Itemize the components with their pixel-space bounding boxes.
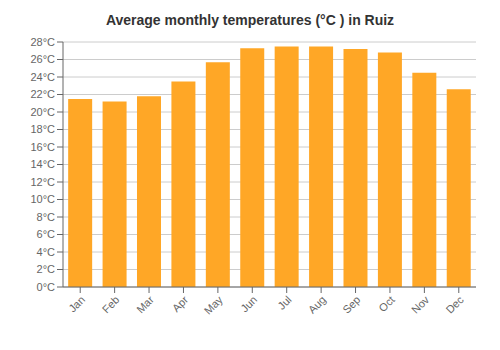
- svg-text:Dec: Dec: [443, 293, 466, 316]
- svg-text:4°C: 4°C: [37, 246, 56, 258]
- svg-text:Mar: Mar: [134, 293, 156, 315]
- svg-text:Jan: Jan: [66, 293, 87, 314]
- svg-text:14°C: 14°C: [30, 158, 55, 170]
- svg-text:0°C: 0°C: [37, 281, 56, 293]
- svg-text:Nov: Nov: [409, 293, 432, 316]
- svg-text:18°C: 18°C: [30, 123, 55, 135]
- svg-text:22°C: 22°C: [30, 88, 55, 100]
- svg-text:Oct: Oct: [376, 293, 397, 314]
- svg-text:24°C: 24°C: [30, 71, 55, 83]
- svg-text:8°C: 8°C: [37, 211, 56, 223]
- svg-text:Sep: Sep: [340, 293, 362, 315]
- svg-text:Feb: Feb: [100, 293, 122, 315]
- svg-text:12°C: 12°C: [30, 176, 55, 188]
- svg-text:Jun: Jun: [238, 293, 259, 314]
- svg-text:Aug: Aug: [306, 293, 328, 315]
- svg-text:26°C: 26°C: [30, 53, 55, 65]
- svg-text:28°C: 28°C: [30, 36, 55, 48]
- svg-text:Apr: Apr: [170, 293, 191, 314]
- html-text:Average monthly temperatures (: Average monthly temperatures (°C ) in Ru…: [105, 12, 395, 28]
- svg-text:6°C: 6°C: [37, 228, 56, 240]
- svg-text:2°C: 2°C: [37, 263, 56, 275]
- svg-text:16°C: 16°C: [30, 141, 55, 153]
- svg-text:10°C: 10°C: [30, 193, 55, 205]
- svg-text:20°C: 20°C: [30, 106, 55, 118]
- svg-text:Jul: Jul: [275, 293, 293, 311]
- svg-text:May: May: [202, 293, 226, 317]
